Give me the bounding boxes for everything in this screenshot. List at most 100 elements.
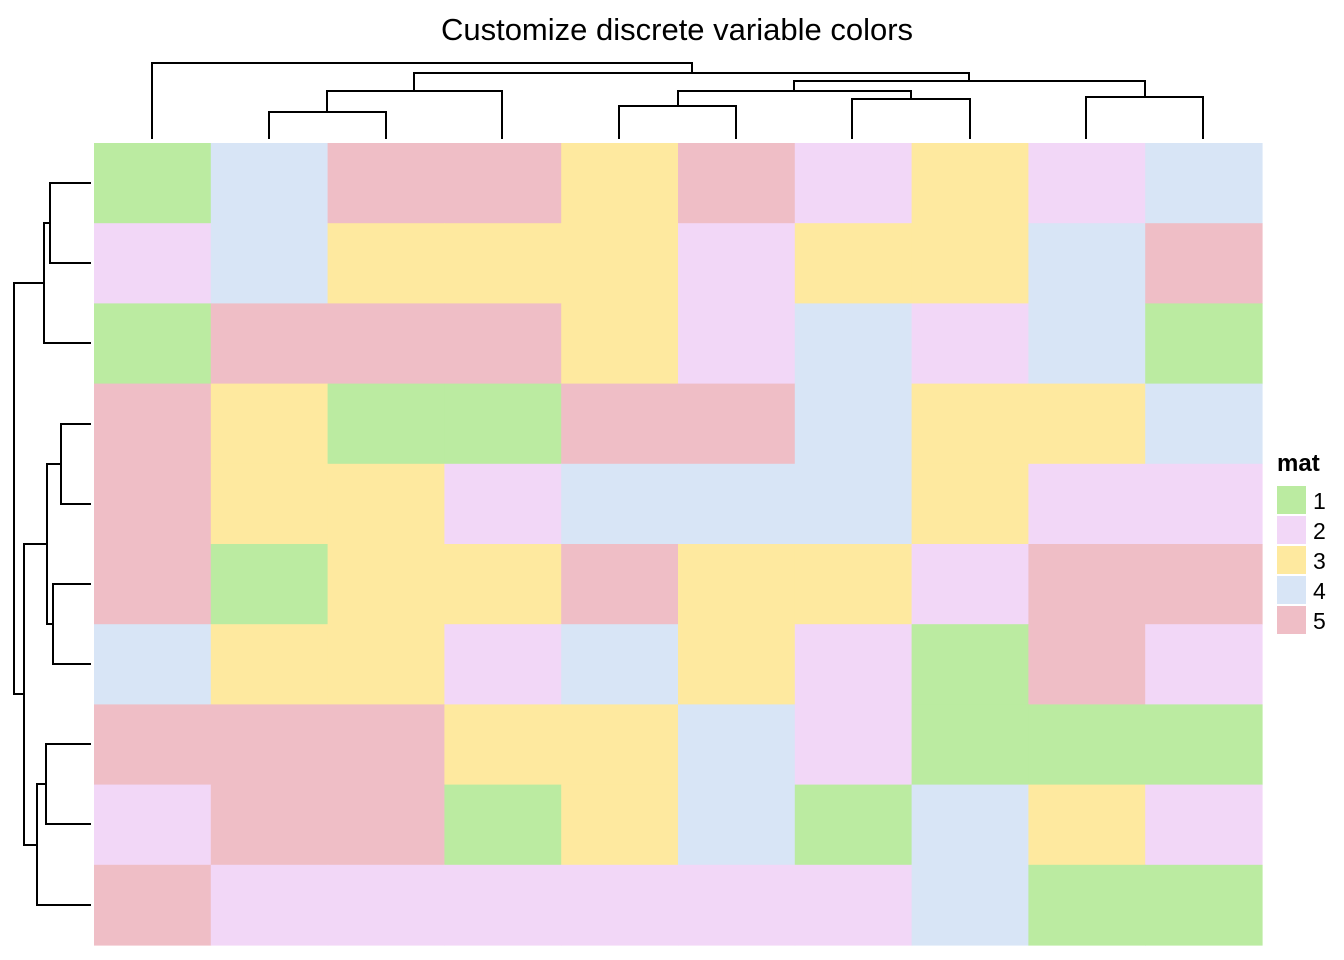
heatmap-cell [678, 303, 796, 385]
heatmap-cell [94, 223, 212, 304]
heatmap-cell [327, 864, 445, 946]
heatmap-cell [1028, 463, 1146, 545]
heatmap-cell [1145, 463, 1263, 545]
heatmap-cell [1145, 223, 1263, 304]
heatmap-cell [94, 704, 212, 786]
heatmap-cell [561, 784, 679, 866]
legend-swatch [1277, 576, 1306, 604]
heatmap-cell [210, 303, 329, 385]
heatmap-cell [678, 704, 796, 786]
heatmap-cell [561, 624, 679, 705]
heatmap-cell [210, 544, 329, 625]
heatmap-cell [94, 383, 212, 465]
legend-label: 4 [1313, 578, 1326, 604]
heatmap-cell [911, 463, 1029, 545]
heatmap-cell [794, 704, 913, 786]
heatmap-cell [1145, 143, 1263, 224]
legend-label: 3 [1313, 548, 1326, 574]
heatmap-cell [561, 463, 679, 545]
heatmap-cell [794, 383, 913, 465]
heatmap-cell [561, 143, 679, 224]
heatmap-cell [210, 864, 329, 946]
heatmap-cell [1145, 864, 1263, 946]
heatmap-cell [444, 864, 562, 946]
heatmap-cell [911, 784, 1029, 866]
heatmap-cells [94, 143, 1263, 946]
heatmap-cell [94, 463, 212, 545]
heatmap-cell [1145, 544, 1263, 625]
heatmap-cell [210, 143, 329, 224]
heatmap-cell [1028, 864, 1146, 946]
heatmap-cell [678, 383, 796, 465]
heatmap-cell [444, 303, 562, 385]
heatmap-cell [210, 383, 329, 465]
legend-label: 5 [1313, 608, 1326, 634]
heatmap-cell [561, 704, 679, 786]
heatmap-cell [1145, 624, 1263, 705]
heatmap-cell [327, 383, 445, 465]
heatmap-cell [911, 624, 1029, 705]
heatmap-cell [561, 544, 679, 625]
heatmap-cell [1145, 784, 1263, 866]
heatmap-cell [444, 624, 562, 705]
heatmap-cell [794, 624, 913, 705]
heatmap-cell [561, 864, 679, 946]
heatmap-cell [94, 624, 212, 705]
heatmap-cell [327, 544, 445, 625]
legend-swatch [1277, 516, 1306, 544]
heatmap-cell [210, 704, 329, 786]
legend-items: 1 2 3 4 5 [1277, 486, 1326, 634]
heatmap-cell [1028, 624, 1146, 705]
heatmap-cell [210, 463, 329, 545]
heatmap-cell [1028, 303, 1146, 385]
chart-title: Customize discrete variable colors [441, 12, 913, 47]
heatmap-cell [561, 223, 679, 304]
heatmap-cell [911, 383, 1029, 465]
heatmap-cell [911, 704, 1029, 786]
heatmap-cell [678, 463, 796, 545]
legend-label: 2 [1313, 518, 1326, 544]
heatmap-cell [444, 383, 562, 465]
heatmap-cell [794, 223, 913, 304]
heatmap-cell [1145, 704, 1263, 786]
heatmap-cell [327, 463, 445, 545]
heatmap-cell [794, 463, 913, 545]
heatmap-cell [94, 303, 212, 385]
heatmap-cell [1028, 784, 1146, 866]
heatmap-cell [1028, 143, 1146, 224]
heatmap-cell [794, 544, 913, 625]
heatmap-cell [327, 784, 445, 866]
heatmap-cell [210, 624, 329, 705]
heatmap-cell [210, 223, 329, 304]
heatmap-cell [911, 864, 1029, 946]
heatmap-cell [327, 624, 445, 705]
legend-swatch [1277, 606, 1306, 634]
heatmap-cell [678, 624, 796, 705]
legend-swatch [1277, 486, 1306, 514]
heatmap-cell [911, 544, 1029, 625]
heatmap-cell [561, 383, 679, 465]
heatmap-cell [327, 704, 445, 786]
heatmap-cell [678, 143, 796, 224]
heatmap-cell [678, 864, 796, 946]
heatmap-cell [444, 544, 562, 625]
heatmap-cell [678, 223, 796, 304]
heatmap-cell [678, 784, 796, 866]
row-dendrogram [13, 182, 91, 906]
heatmap-cell [1145, 383, 1263, 465]
heatmap-cell [327, 223, 445, 304]
heatmap-cell [444, 223, 562, 304]
heatmap-cell [94, 864, 212, 946]
heatmap-cell [911, 303, 1029, 385]
heatmap-cell [444, 463, 562, 545]
heatmap-cell [210, 784, 329, 866]
heatmap-cell [1028, 704, 1146, 786]
heatmap-cell [911, 143, 1029, 224]
heatmap-cell [327, 303, 445, 385]
heatmap-cell [444, 143, 562, 224]
heatmap-cell [444, 704, 562, 786]
heatmap-cell [94, 143, 212, 224]
heatmap-cell [794, 303, 913, 385]
heatmap-cell [1145, 303, 1263, 385]
